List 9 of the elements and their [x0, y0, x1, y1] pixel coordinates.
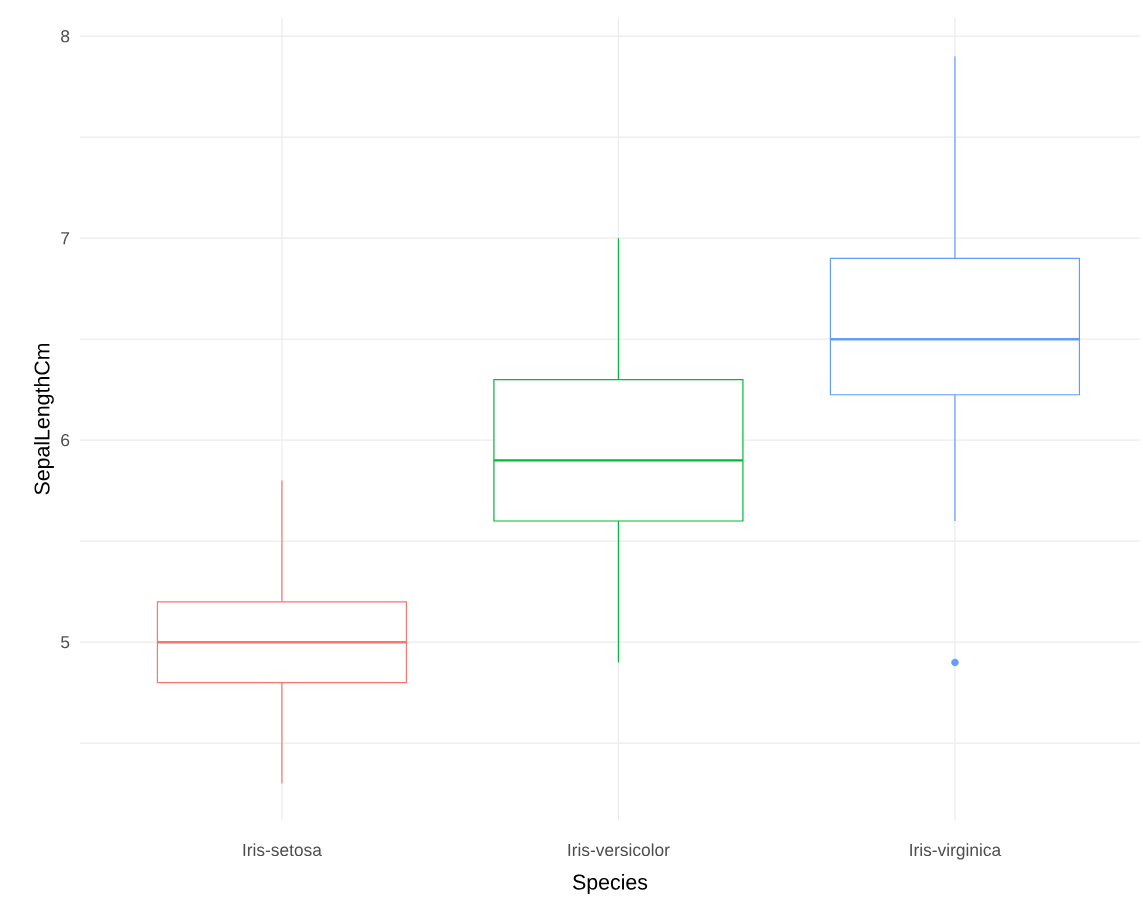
y-tick-label: 5 — [61, 636, 70, 649]
x-tick-label: Iris-virginica — [910, 843, 1002, 860]
y-tick-label: 8 — [61, 30, 70, 43]
y-axis-title: SepalLengthCm — [33, 343, 54, 495]
x-axis-title: Species — [573, 874, 648, 894]
y-tick-label: 6 — [61, 434, 70, 447]
x-tick-label: Iris-setosa — [243, 843, 322, 857]
y-tick-label: 7 — [61, 232, 70, 245]
x-tick-label: Iris-versicolor — [568, 843, 670, 857]
